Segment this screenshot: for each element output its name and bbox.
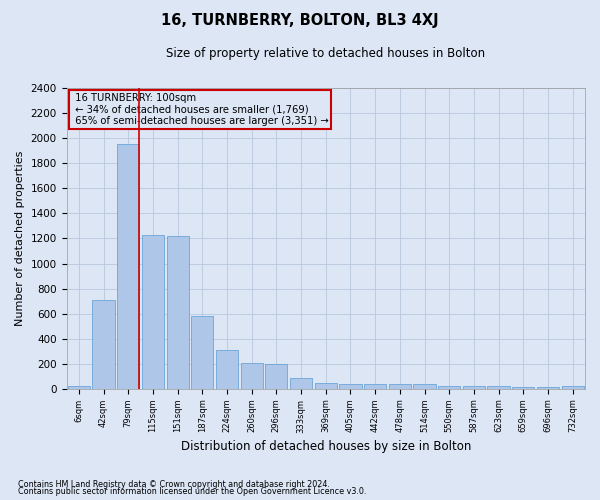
Bar	[167, 236, 189, 389]
Text: 16 TURNBERRY: 100sqm
 ← 34% of detached houses are smaller (1,769)
 65% of semi-: 16 TURNBERRY: 100sqm ← 34% of detached h…	[72, 92, 328, 126]
Bar	[364, 384, 386, 389]
X-axis label: Distribution of detached houses by size in Bolton: Distribution of detached houses by size …	[181, 440, 471, 452]
Bar	[463, 386, 485, 389]
Bar	[413, 384, 436, 389]
Title: Size of property relative to detached houses in Bolton: Size of property relative to detached ho…	[166, 48, 485, 60]
Bar	[92, 300, 115, 389]
Bar	[68, 386, 90, 389]
Bar	[191, 316, 214, 389]
Bar	[216, 350, 238, 389]
Text: Contains HM Land Registry data © Crown copyright and database right 2024.: Contains HM Land Registry data © Crown c…	[18, 480, 330, 489]
Bar	[117, 144, 139, 389]
Text: 16, TURNBERRY, BOLTON, BL3 4XJ: 16, TURNBERRY, BOLTON, BL3 4XJ	[161, 12, 439, 28]
Bar	[340, 384, 362, 389]
Bar	[142, 234, 164, 389]
Bar	[241, 363, 263, 389]
Y-axis label: Number of detached properties: Number of detached properties	[15, 151, 25, 326]
Bar	[537, 388, 559, 389]
Bar	[512, 387, 535, 389]
Bar	[389, 384, 411, 389]
Bar	[265, 364, 287, 389]
Bar	[314, 382, 337, 389]
Bar	[438, 386, 460, 389]
Bar	[487, 386, 509, 389]
Bar	[290, 378, 312, 389]
Text: Contains public sector information licensed under the Open Government Licence v3: Contains public sector information licen…	[18, 487, 367, 496]
Bar	[562, 386, 584, 389]
